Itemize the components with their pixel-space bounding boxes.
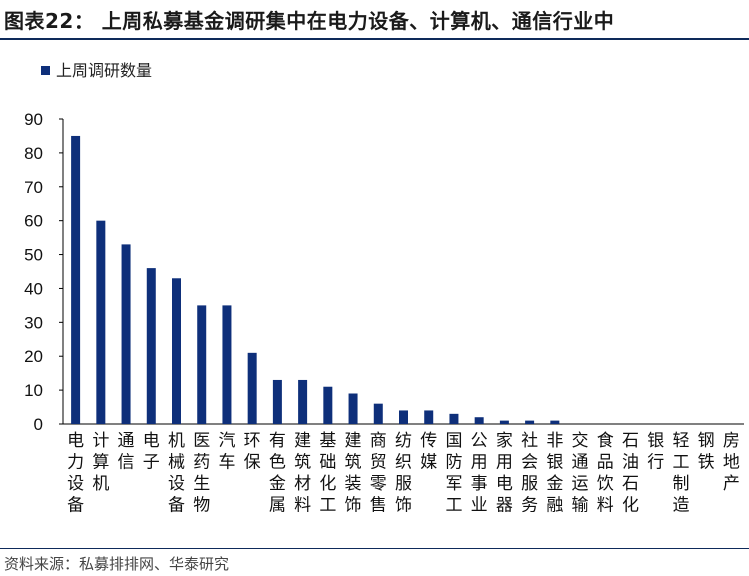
title-bar: 图表22： 上周私募基金调研集中在电力设备、计算机、通信行业中 [0,0,749,38]
x-tick-label: 机械设备 [168,431,185,516]
x-tick-label: 汽车 [218,431,235,473]
y-tick-label: 10 [24,381,43,400]
bar [348,393,358,424]
x-tick-label: 商贸零售 [370,431,387,516]
x-tick-label: 计算机 [92,431,109,494]
bar [525,420,535,424]
y-tick-label: 60 [24,212,43,231]
x-tick-label: 石油石化 [622,431,639,516]
x-tick-label: 家用电器 [496,431,513,516]
bar [96,220,106,424]
x-tick-label: 食品饮料 [597,431,614,516]
x-tick-label: 有色金属 [269,431,286,516]
x-tick-label: 国防军工 [445,431,462,516]
bar [399,410,408,424]
x-tick-label: 电力设备 [67,431,84,516]
x-tick-label: 环保 [244,431,261,473]
x-tick-label: 建筑材料 [294,431,311,516]
y-tick-label: 50 [24,246,43,265]
source-note: 资料来源：私募排排网、华泰研究 [4,555,230,573]
y-tick-label: 20 [24,347,43,366]
y-tick-label: 80 [24,144,43,163]
legend-label: 上周调研数量 [56,61,152,80]
bar [550,420,560,424]
x-tick-label: 通信 [118,431,135,473]
bar [449,413,459,424]
x-tick-label: 轻工制造 [672,431,689,516]
title-rule [0,38,749,40]
y-tick-label: 0 [34,415,43,434]
bar [298,379,308,424]
x-tick-label: 纺织服饰 [395,431,412,516]
bar [121,244,131,424]
bar [146,268,156,424]
bar [373,403,383,424]
page-title: 图表22： 上周私募基金调研集中在电力设备、计算机、通信行业中 [4,9,615,33]
x-tick-label: 传媒 [420,431,437,473]
x-tick-label: 交通运输 [572,431,589,516]
bar [272,379,282,424]
bar [247,352,257,424]
x-tick-label: 建筑装饰 [345,431,362,516]
x-tick-label: 非银金融 [546,431,563,516]
bar [222,305,232,424]
x-tick-label: 钢铁 [698,431,715,473]
x-tick-label: 社会服务 [521,431,538,516]
x-tick-label: 基础化工 [319,431,336,516]
bar [71,135,81,424]
source-rule [0,548,749,549]
x-tick-label: 银行 [647,431,664,473]
y-tick-label: 30 [24,313,43,332]
y-tick-label: 40 [24,279,43,298]
y-tick-label: 90 [24,110,43,129]
bar [499,420,509,424]
bar [424,410,434,424]
y-tick-label: 70 [24,178,43,197]
bar [474,417,484,424]
x-tick-label: 医药生物 [193,431,210,516]
bar [323,386,333,424]
bar-chart: 上周调研数量 0 10 20 30 40 50 60 70 80 90 电力设备计算机通信电子机械设备… [24,61,744,516]
x-tick-label: 公用事业 [471,431,488,516]
x-tick-label: 房地产 [723,431,740,494]
bar [197,305,207,424]
bar [172,278,181,424]
legend-swatch [41,66,50,75]
x-tick-label: 电子 [143,431,160,473]
